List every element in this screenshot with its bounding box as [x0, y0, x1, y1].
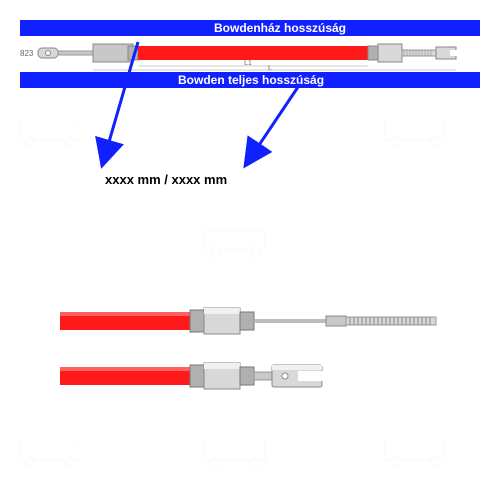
watermark-vehicle — [15, 430, 95, 470]
watermark-vehicle — [380, 430, 460, 470]
watermark-vehicle — [15, 110, 95, 150]
watermark-vehicle — [200, 220, 280, 260]
svg-text:L1: L1 — [244, 60, 252, 67]
cable-schematic: 823 L1 L — [20, 36, 480, 72]
watermark-vehicle — [200, 430, 280, 470]
cable-detail-clevis — [60, 355, 380, 395]
svg-text:L: L — [268, 65, 272, 72]
end-dim-label: 823 — [20, 49, 34, 58]
housing-length-label: Bowdenház hosszúság — [170, 21, 390, 35]
measurement-text: xxxx mm / xxxx mm — [105, 172, 227, 187]
full-length-label: Bowden teljes hosszúság — [178, 73, 324, 87]
watermark-vehicle — [380, 110, 460, 150]
cable-detail-threaded — [60, 300, 440, 340]
